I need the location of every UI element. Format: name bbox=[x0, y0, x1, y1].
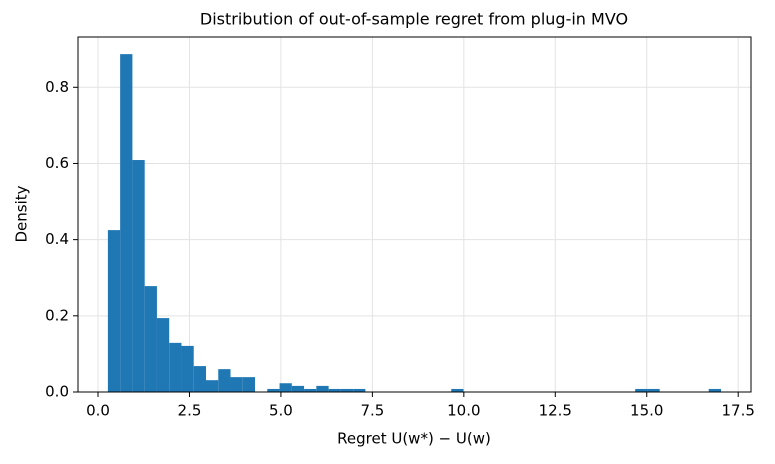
bar bbox=[291, 385, 305, 392]
x-tick-label: 10.0 bbox=[447, 402, 480, 420]
bar bbox=[340, 388, 354, 392]
bar bbox=[304, 388, 317, 392]
x-tick-label: 2.5 bbox=[178, 402, 202, 420]
plot-frame bbox=[77, 36, 752, 393]
bar bbox=[328, 388, 341, 392]
y-tick-label: 0.8 bbox=[45, 78, 69, 96]
bar bbox=[635, 388, 648, 392]
bar bbox=[451, 388, 464, 392]
y-tick-label: 0.4 bbox=[45, 230, 69, 248]
bar bbox=[120, 54, 133, 392]
bar bbox=[169, 342, 182, 392]
bar bbox=[708, 388, 722, 392]
bar bbox=[156, 318, 170, 392]
x-tick-label: 15.0 bbox=[630, 402, 663, 420]
bar bbox=[647, 388, 660, 392]
x-tick-label: 0.0 bbox=[86, 402, 110, 420]
bar bbox=[353, 388, 366, 392]
y-tick-label: 0.6 bbox=[45, 154, 69, 172]
bar bbox=[218, 369, 231, 392]
x-tick-label: 5.0 bbox=[269, 402, 293, 420]
bar bbox=[206, 380, 219, 392]
chart-title: Distribution of out-of-sample regret fro… bbox=[200, 10, 628, 29]
bar bbox=[144, 286, 157, 392]
bar bbox=[279, 383, 292, 392]
x-tick-label: 7.5 bbox=[360, 402, 384, 420]
bar bbox=[230, 377, 243, 392]
y-tick-label: 0.2 bbox=[45, 306, 69, 324]
x-tick-label: 17.5 bbox=[721, 402, 754, 420]
bar bbox=[242, 377, 256, 392]
x-axis-label: Regret U(w*) − U(w) bbox=[337, 430, 491, 448]
bar bbox=[181, 345, 194, 392]
y-axis-label: Density bbox=[13, 185, 31, 242]
bar bbox=[193, 366, 207, 392]
y-tick-label: 0.0 bbox=[45, 383, 69, 401]
bar bbox=[316, 385, 329, 392]
bar bbox=[132, 160, 145, 392]
x-tick-label: 12.5 bbox=[539, 402, 572, 420]
bar bbox=[107, 230, 121, 392]
bar bbox=[267, 388, 280, 392]
